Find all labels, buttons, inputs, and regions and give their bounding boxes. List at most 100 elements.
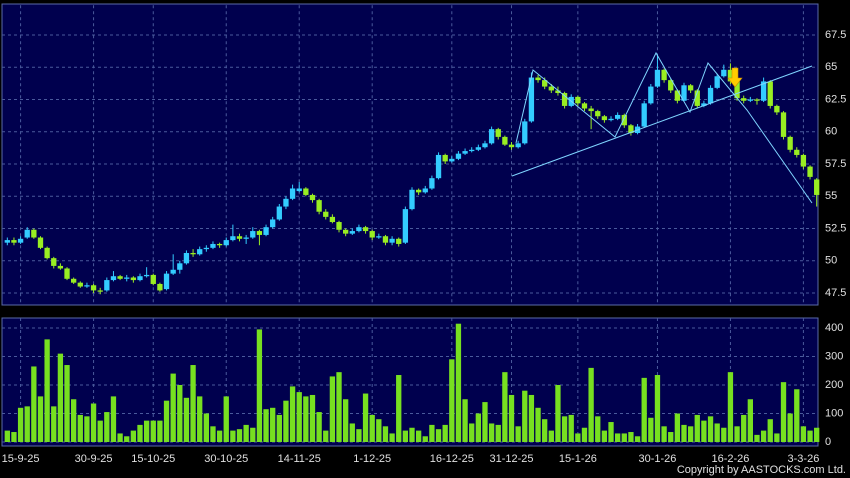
candle-body bbox=[216, 243, 223, 246]
candle-body bbox=[37, 237, 44, 248]
volume-bar bbox=[780, 382, 787, 442]
volume-bar bbox=[150, 420, 156, 442]
candle-body bbox=[794, 149, 800, 155]
volume-bar bbox=[482, 402, 488, 442]
volume-bar bbox=[382, 426, 389, 442]
volume-bar bbox=[44, 339, 50, 442]
volume-bar bbox=[548, 430, 554, 442]
volume-bar bbox=[316, 412, 322, 442]
volume-bar bbox=[77, 414, 83, 442]
volume-bar bbox=[455, 323, 462, 442]
candle-body bbox=[654, 69, 661, 87]
volume-bar bbox=[714, 423, 720, 442]
candle-body bbox=[236, 236, 243, 239]
volume-bar bbox=[495, 424, 501, 442]
x-tick-label: 16-2-26 bbox=[711, 453, 749, 465]
volume-bar bbox=[396, 375, 402, 442]
candle-body bbox=[774, 105, 780, 113]
candle-body bbox=[741, 98, 747, 101]
volume-bar bbox=[336, 372, 342, 442]
candle-body bbox=[687, 85, 694, 91]
volume-bar bbox=[37, 396, 44, 442]
volume-bar bbox=[356, 429, 362, 442]
volume-bar bbox=[376, 419, 382, 442]
candle-body bbox=[376, 236, 382, 238]
volume-bar bbox=[157, 420, 163, 442]
volume-bar bbox=[668, 432, 674, 442]
volume-bar bbox=[389, 433, 395, 442]
volume-bar bbox=[522, 390, 528, 442]
volume-bar bbox=[429, 424, 435, 442]
volume-bar bbox=[183, 397, 190, 442]
candle-body bbox=[84, 285, 90, 287]
volume-bar bbox=[601, 430, 608, 442]
price-panel bbox=[1, 3, 819, 306]
candle-body bbox=[356, 227, 362, 232]
volume-bar bbox=[754, 434, 760, 442]
volume-bar bbox=[760, 430, 767, 442]
volume-bar bbox=[362, 393, 369, 442]
volume-bar bbox=[794, 389, 800, 442]
candle-body bbox=[661, 69, 667, 81]
candle-body bbox=[508, 144, 515, 148]
candle-body bbox=[814, 179, 820, 195]
volume-bar bbox=[137, 424, 143, 442]
candle-body bbox=[343, 229, 349, 234]
candle-body bbox=[163, 273, 170, 290]
volume-bar bbox=[634, 436, 641, 442]
candle-body bbox=[442, 154, 448, 162]
candle-body bbox=[31, 229, 37, 238]
volume-bar bbox=[143, 420, 150, 442]
candle-body bbox=[415, 189, 422, 193]
candle-body bbox=[787, 136, 793, 150]
candle-body bbox=[323, 211, 329, 217]
candle-body bbox=[97, 290, 103, 292]
volume-bar bbox=[349, 423, 355, 442]
y-tick-label: 300 bbox=[825, 350, 843, 362]
volume-bar bbox=[787, 413, 793, 442]
volume-bar bbox=[230, 430, 236, 442]
candle-body bbox=[4, 240, 10, 243]
y-tick-label: 55 bbox=[825, 190, 837, 202]
volume-bar bbox=[694, 414, 700, 442]
candle-body bbox=[369, 231, 375, 238]
candle-body bbox=[535, 77, 541, 81]
candle-body bbox=[256, 231, 263, 235]
volume-bar bbox=[542, 419, 548, 442]
candle-body bbox=[760, 81, 767, 101]
candle-body bbox=[190, 252, 196, 255]
volume-bar bbox=[687, 426, 694, 442]
volume-bar bbox=[701, 420, 707, 442]
candle-body bbox=[230, 236, 236, 241]
volume-bar bbox=[276, 414, 282, 442]
candle-body bbox=[575, 96, 581, 104]
candle-body bbox=[435, 154, 442, 179]
volume-bar bbox=[289, 386, 296, 442]
volume-bar bbox=[323, 430, 329, 442]
candle-body bbox=[754, 99, 760, 101]
candle-body bbox=[522, 121, 528, 144]
volume-bar bbox=[117, 433, 123, 442]
candle-body bbox=[117, 276, 123, 279]
volume-bar bbox=[51, 406, 57, 442]
y-tick-label: 100 bbox=[825, 407, 843, 419]
volume-bar bbox=[488, 423, 495, 442]
x-tick-label: 15-1-26 bbox=[559, 453, 597, 465]
volume-bar bbox=[475, 413, 481, 442]
volume-bar bbox=[608, 422, 614, 442]
volume-bar bbox=[97, 420, 103, 442]
candle-body bbox=[263, 227, 269, 235]
volume-bar bbox=[615, 433, 621, 442]
volume-bar bbox=[124, 436, 130, 442]
candle-body bbox=[595, 111, 601, 117]
y-tick-label: 0 bbox=[825, 436, 831, 448]
volume-bar bbox=[4, 430, 10, 442]
candle-body bbox=[130, 277, 137, 281]
y-tick-label: 57.5 bbox=[825, 158, 846, 170]
candle-body bbox=[309, 194, 316, 201]
candle-body bbox=[177, 263, 183, 270]
candle-body bbox=[17, 238, 24, 243]
candle-body bbox=[721, 69, 727, 77]
candle-body bbox=[449, 158, 455, 162]
volume-bar bbox=[442, 424, 448, 442]
